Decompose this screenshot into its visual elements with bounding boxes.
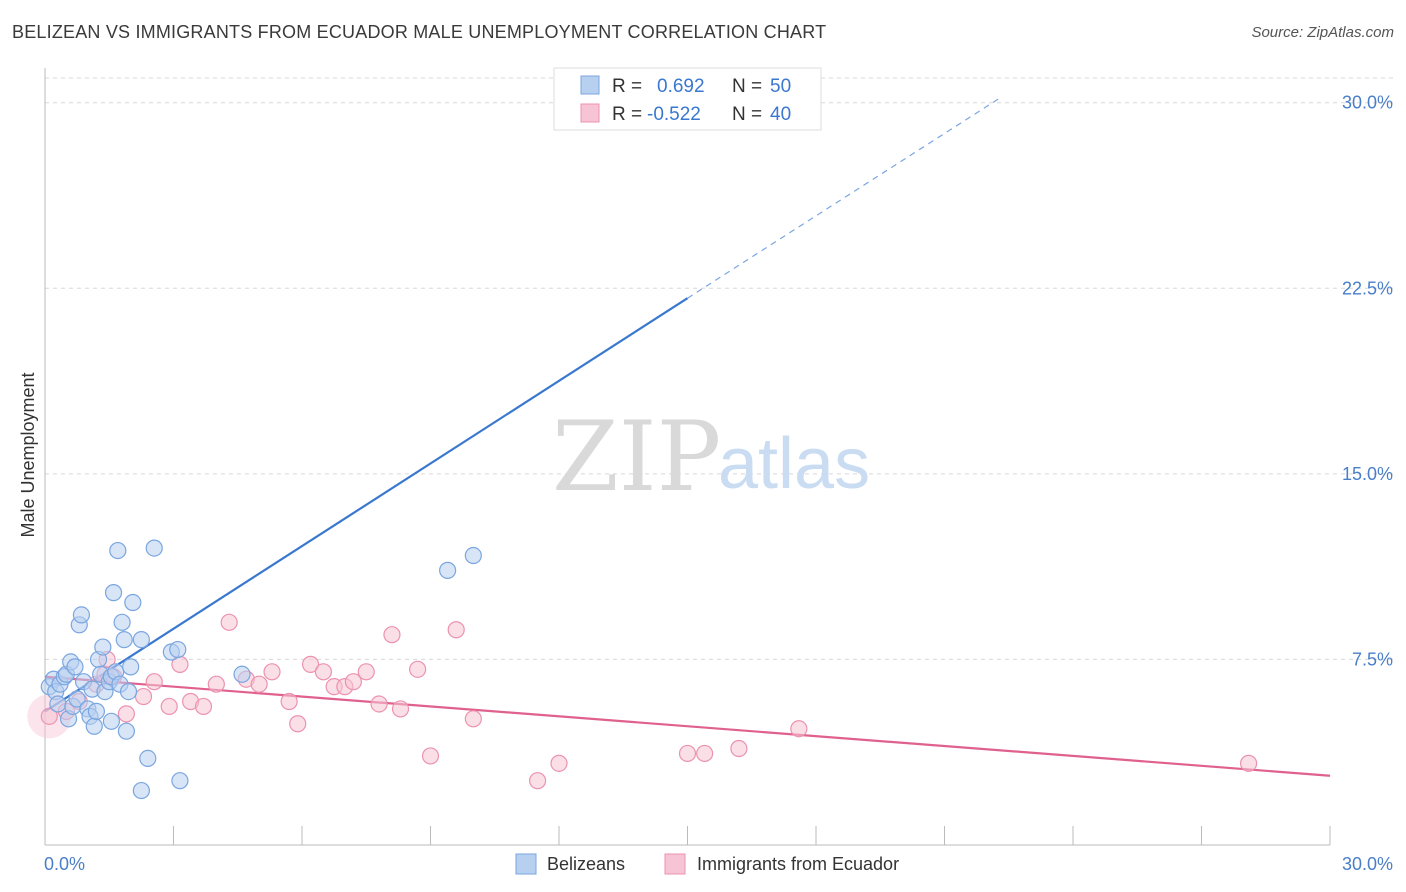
- y-tick-label: 15.0%: [1342, 464, 1393, 484]
- bottom-legend-belizeans: Belizeans: [547, 854, 625, 874]
- point-ecuador: [409, 660, 427, 678]
- point-belizeans: [139, 749, 157, 768]
- legend-n-value-1: 50: [770, 76, 791, 97]
- point-belizeans: [132, 781, 150, 800]
- legend-r-value-1: 0.692: [657, 76, 705, 97]
- bottom-legend: Belizeans Immigrants from Ecuador: [515, 853, 899, 875]
- point-ecuador: [550, 754, 568, 772]
- point-ecuador: [421, 747, 440, 765]
- point-ecuador: [194, 697, 213, 716]
- chart-title: BELIZEAN VS IMMIGRANTS FROM ECUADOR MALE…: [12, 22, 827, 42]
- point-belizeans: [113, 613, 131, 631]
- point-ecuador: [280, 692, 298, 711]
- legend-r-label-1: R =: [612, 76, 642, 97]
- point-ecuador: [678, 744, 697, 763]
- point-belizeans: [439, 561, 457, 579]
- point-belizeans: [115, 631, 133, 649]
- point-ecuador: [383, 626, 401, 644]
- trend-line-belizeans-extension: [687, 97, 1001, 299]
- point-ecuador: [730, 739, 748, 758]
- point-belizeans: [171, 772, 189, 790]
- point-ecuador: [464, 710, 482, 728]
- x-tick-labels: 0.0% 30.0%: [44, 854, 1393, 874]
- trend-line-ecuador: [44, 675, 1331, 777]
- bottom-legend-swatch-pink: [664, 853, 686, 875]
- legend-r-label-2: R =: [612, 104, 642, 125]
- point-belizeans: [85, 717, 103, 735]
- point-belizeans: [68, 690, 86, 708]
- point-ecuador: [790, 720, 808, 738]
- point-ecuador: [263, 663, 281, 681]
- point-belizeans: [169, 640, 187, 659]
- point-ecuador: [160, 697, 178, 716]
- point-belizeans: [109, 541, 127, 560]
- legend-swatch-blue: [580, 75, 600, 95]
- legend-n-label-1: N =: [732, 76, 762, 97]
- point-belizeans: [117, 722, 135, 740]
- gridlines: [45, 77, 1395, 660]
- point-belizeans: [102, 712, 120, 730]
- point-ecuador: [528, 772, 547, 790]
- x-tick-label-min: 0.0%: [44, 854, 85, 874]
- bottom-legend-ecuador: Immigrants from Ecuador: [697, 854, 899, 874]
- legend-r-value-2: -0.522: [647, 104, 701, 125]
- point-ecuador: [447, 621, 465, 639]
- point-belizeans: [464, 546, 482, 565]
- y-tick-label: 22.5%: [1342, 278, 1393, 298]
- point-ecuador: [289, 715, 307, 733]
- legend-n-label-2: N =: [732, 104, 762, 125]
- point-ecuador: [134, 687, 153, 706]
- y-tick-labels: 7.5% 15.0% 22.5% 30.0%: [1342, 93, 1393, 670]
- point-ecuador: [391, 700, 410, 718]
- point-belizeans: [87, 702, 106, 720]
- point-ecuador: [1240, 754, 1258, 772]
- point-ecuador: [207, 675, 225, 693]
- point-ecuador: [370, 695, 388, 713]
- data-points: [27, 96, 1258, 800]
- point-ecuador: [145, 673, 163, 691]
- point-belizeans: [119, 682, 138, 701]
- point-belizeans: [49, 695, 67, 713]
- trend-line-belizeans: [44, 297, 689, 713]
- legend-box: R = 0.692 N = 50 R = -0.522 N = 40: [553, 67, 822, 131]
- point-belizeans: [122, 658, 140, 676]
- watermark-atlas: atlas: [718, 424, 870, 504]
- legend-n-value-2: 40: [770, 104, 791, 125]
- point-ecuador: [117, 705, 135, 723]
- point-belizeans: [72, 606, 91, 624]
- point-belizeans: [132, 631, 150, 649]
- source-label: Source: ZipAtlas.com: [1251, 24, 1394, 41]
- point-belizeans: [66, 658, 84, 676]
- point-ecuador: [220, 613, 238, 631]
- point-ecuador: [250, 675, 268, 693]
- bottom-legend-swatch-blue: [515, 853, 537, 875]
- y-tick-label: 30.0%: [1342, 93, 1393, 113]
- point-ecuador: [40, 707, 58, 725]
- point-ecuador: [301, 655, 320, 673]
- point-ecuador: [696, 744, 714, 763]
- y-axis-label: Male Unemployment: [18, 372, 38, 537]
- point-belizeans: [94, 638, 112, 656]
- watermark-zip: ZIP: [552, 401, 721, 513]
- axes: [44, 68, 1331, 846]
- y-tick-label: 7.5%: [1352, 649, 1393, 669]
- point-belizeans: [104, 584, 123, 602]
- trend-lines: [44, 97, 1331, 777]
- point-ecuador: [344, 673, 362, 691]
- point-ecuador: [314, 663, 333, 681]
- point-belizeans: [145, 539, 163, 557]
- x-tick-label-max: 30.0%: [1342, 854, 1393, 874]
- legend-swatch-pink: [580, 103, 600, 123]
- point-ecuador: [357, 663, 375, 681]
- point-belizeans: [124, 593, 142, 612]
- point-belizeans: [233, 665, 251, 683]
